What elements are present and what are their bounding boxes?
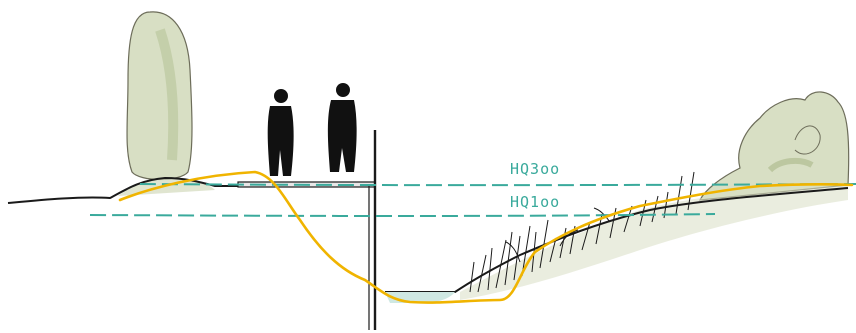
person-icon [327,83,357,172]
hq300-label: HQ3oo [510,160,561,178]
tree-icon [126,11,193,181]
ground-line [7,176,849,298]
right-bank [460,185,848,300]
bush-icon [698,91,850,201]
reed-icon [469,171,695,293]
profile-line [118,170,854,304]
hq100-line [89,213,716,217]
retaining-wall [368,130,377,330]
person-icon [267,89,294,176]
hq100-label: HQ1oo [510,193,561,211]
hq300-line [139,183,856,187]
